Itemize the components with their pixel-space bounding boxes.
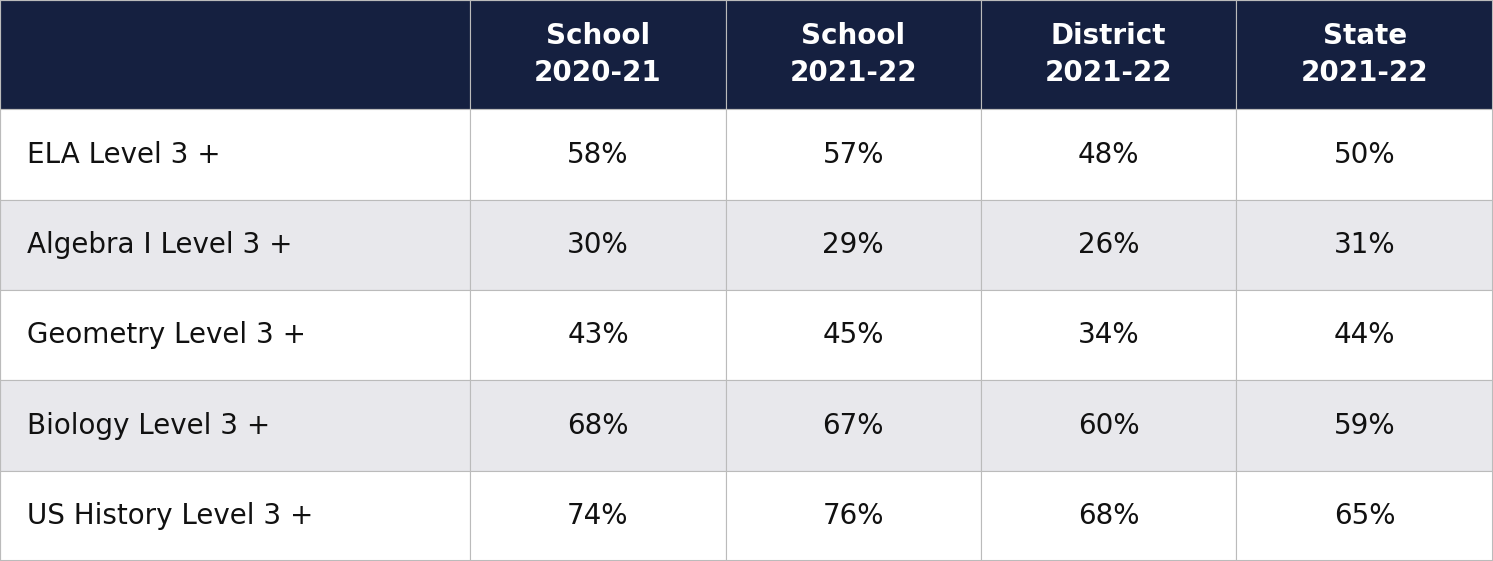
Bar (1236, 471, 1493, 561)
Bar (0, 290, 470, 380)
Text: 67%: 67% (823, 412, 884, 439)
Text: 65%: 65% (1333, 502, 1396, 530)
Text: 34%: 34% (1078, 321, 1139, 349)
Bar (0, 109, 470, 200)
Text: 60%: 60% (1078, 412, 1139, 439)
Bar (0, 0, 470, 109)
Bar (981, 0, 1236, 109)
Bar (726, 0, 981, 109)
Bar (726, 380, 981, 471)
Text: School
2021-22: School 2021-22 (790, 22, 917, 87)
Bar (981, 109, 1236, 200)
Text: Geometry Level 3 +: Geometry Level 3 + (27, 321, 306, 349)
Text: 31%: 31% (1333, 231, 1396, 259)
Text: 45%: 45% (823, 321, 884, 349)
Bar (1236, 109, 1493, 200)
Text: 26%: 26% (1078, 231, 1139, 259)
Text: Algebra I Level 3 +: Algebra I Level 3 + (27, 231, 293, 259)
Bar (726, 471, 981, 561)
Bar (726, 109, 981, 200)
Text: Biology Level 3 +: Biology Level 3 + (27, 412, 270, 439)
Bar (470, 471, 726, 561)
Bar (470, 290, 726, 380)
Text: 68%: 68% (1078, 502, 1139, 530)
Bar (726, 200, 981, 290)
Text: District
2021-22: District 2021-22 (1045, 22, 1172, 87)
Bar (981, 200, 1236, 290)
Bar (1236, 0, 1493, 109)
Bar (1236, 380, 1493, 471)
Bar (470, 380, 726, 471)
Bar (470, 0, 726, 109)
Text: 59%: 59% (1333, 412, 1396, 439)
Bar (1236, 200, 1493, 290)
Text: 58%: 58% (567, 141, 629, 168)
Text: 76%: 76% (823, 502, 884, 530)
Text: 74%: 74% (567, 502, 629, 530)
Text: 50%: 50% (1333, 141, 1396, 168)
Bar (0, 471, 470, 561)
Text: 29%: 29% (823, 231, 884, 259)
Bar (0, 200, 470, 290)
Bar (470, 200, 726, 290)
Text: School
2020-21: School 2020-21 (534, 22, 661, 87)
Bar (981, 380, 1236, 471)
Text: 57%: 57% (823, 141, 884, 168)
Text: 68%: 68% (567, 412, 629, 439)
Text: 48%: 48% (1078, 141, 1139, 168)
Bar (981, 290, 1236, 380)
Text: 30%: 30% (567, 231, 629, 259)
Text: ELA Level 3 +: ELA Level 3 + (27, 141, 221, 168)
Bar (1236, 290, 1493, 380)
Text: 43%: 43% (567, 321, 629, 349)
Bar (726, 290, 981, 380)
Text: 44%: 44% (1333, 321, 1396, 349)
Bar (981, 471, 1236, 561)
Text: State
2021-22: State 2021-22 (1300, 22, 1429, 87)
Text: US History Level 3 +: US History Level 3 + (27, 502, 314, 530)
Bar (470, 109, 726, 200)
Bar (0, 380, 470, 471)
